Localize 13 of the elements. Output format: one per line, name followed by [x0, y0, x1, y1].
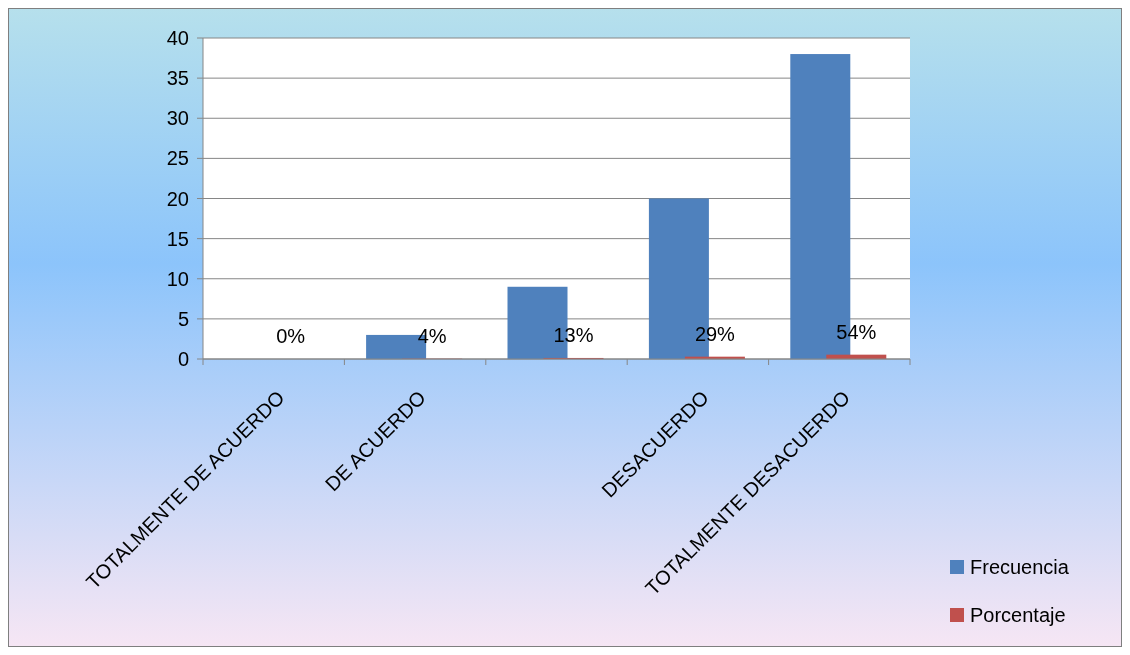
data-label: 0%	[276, 325, 306, 347]
y-tick-label: 40	[166, 27, 189, 49]
data-label: 4%	[417, 324, 447, 347]
y-tick-label: 15	[166, 227, 189, 250]
y-tick-label: 0	[177, 348, 189, 370]
y-tick-label: 25	[166, 147, 189, 170]
legend-label: Porcentaje	[970, 604, 1066, 626]
legend-label: Frecuencia	[970, 556, 1070, 578]
y-tick-label: 35	[166, 67, 189, 90]
y-tick-label: 10	[166, 267, 189, 290]
y-tick-label: 30	[166, 107, 189, 130]
y-tick-label: 20	[166, 187, 189, 210]
y-tick-label: 5	[177, 307, 189, 330]
